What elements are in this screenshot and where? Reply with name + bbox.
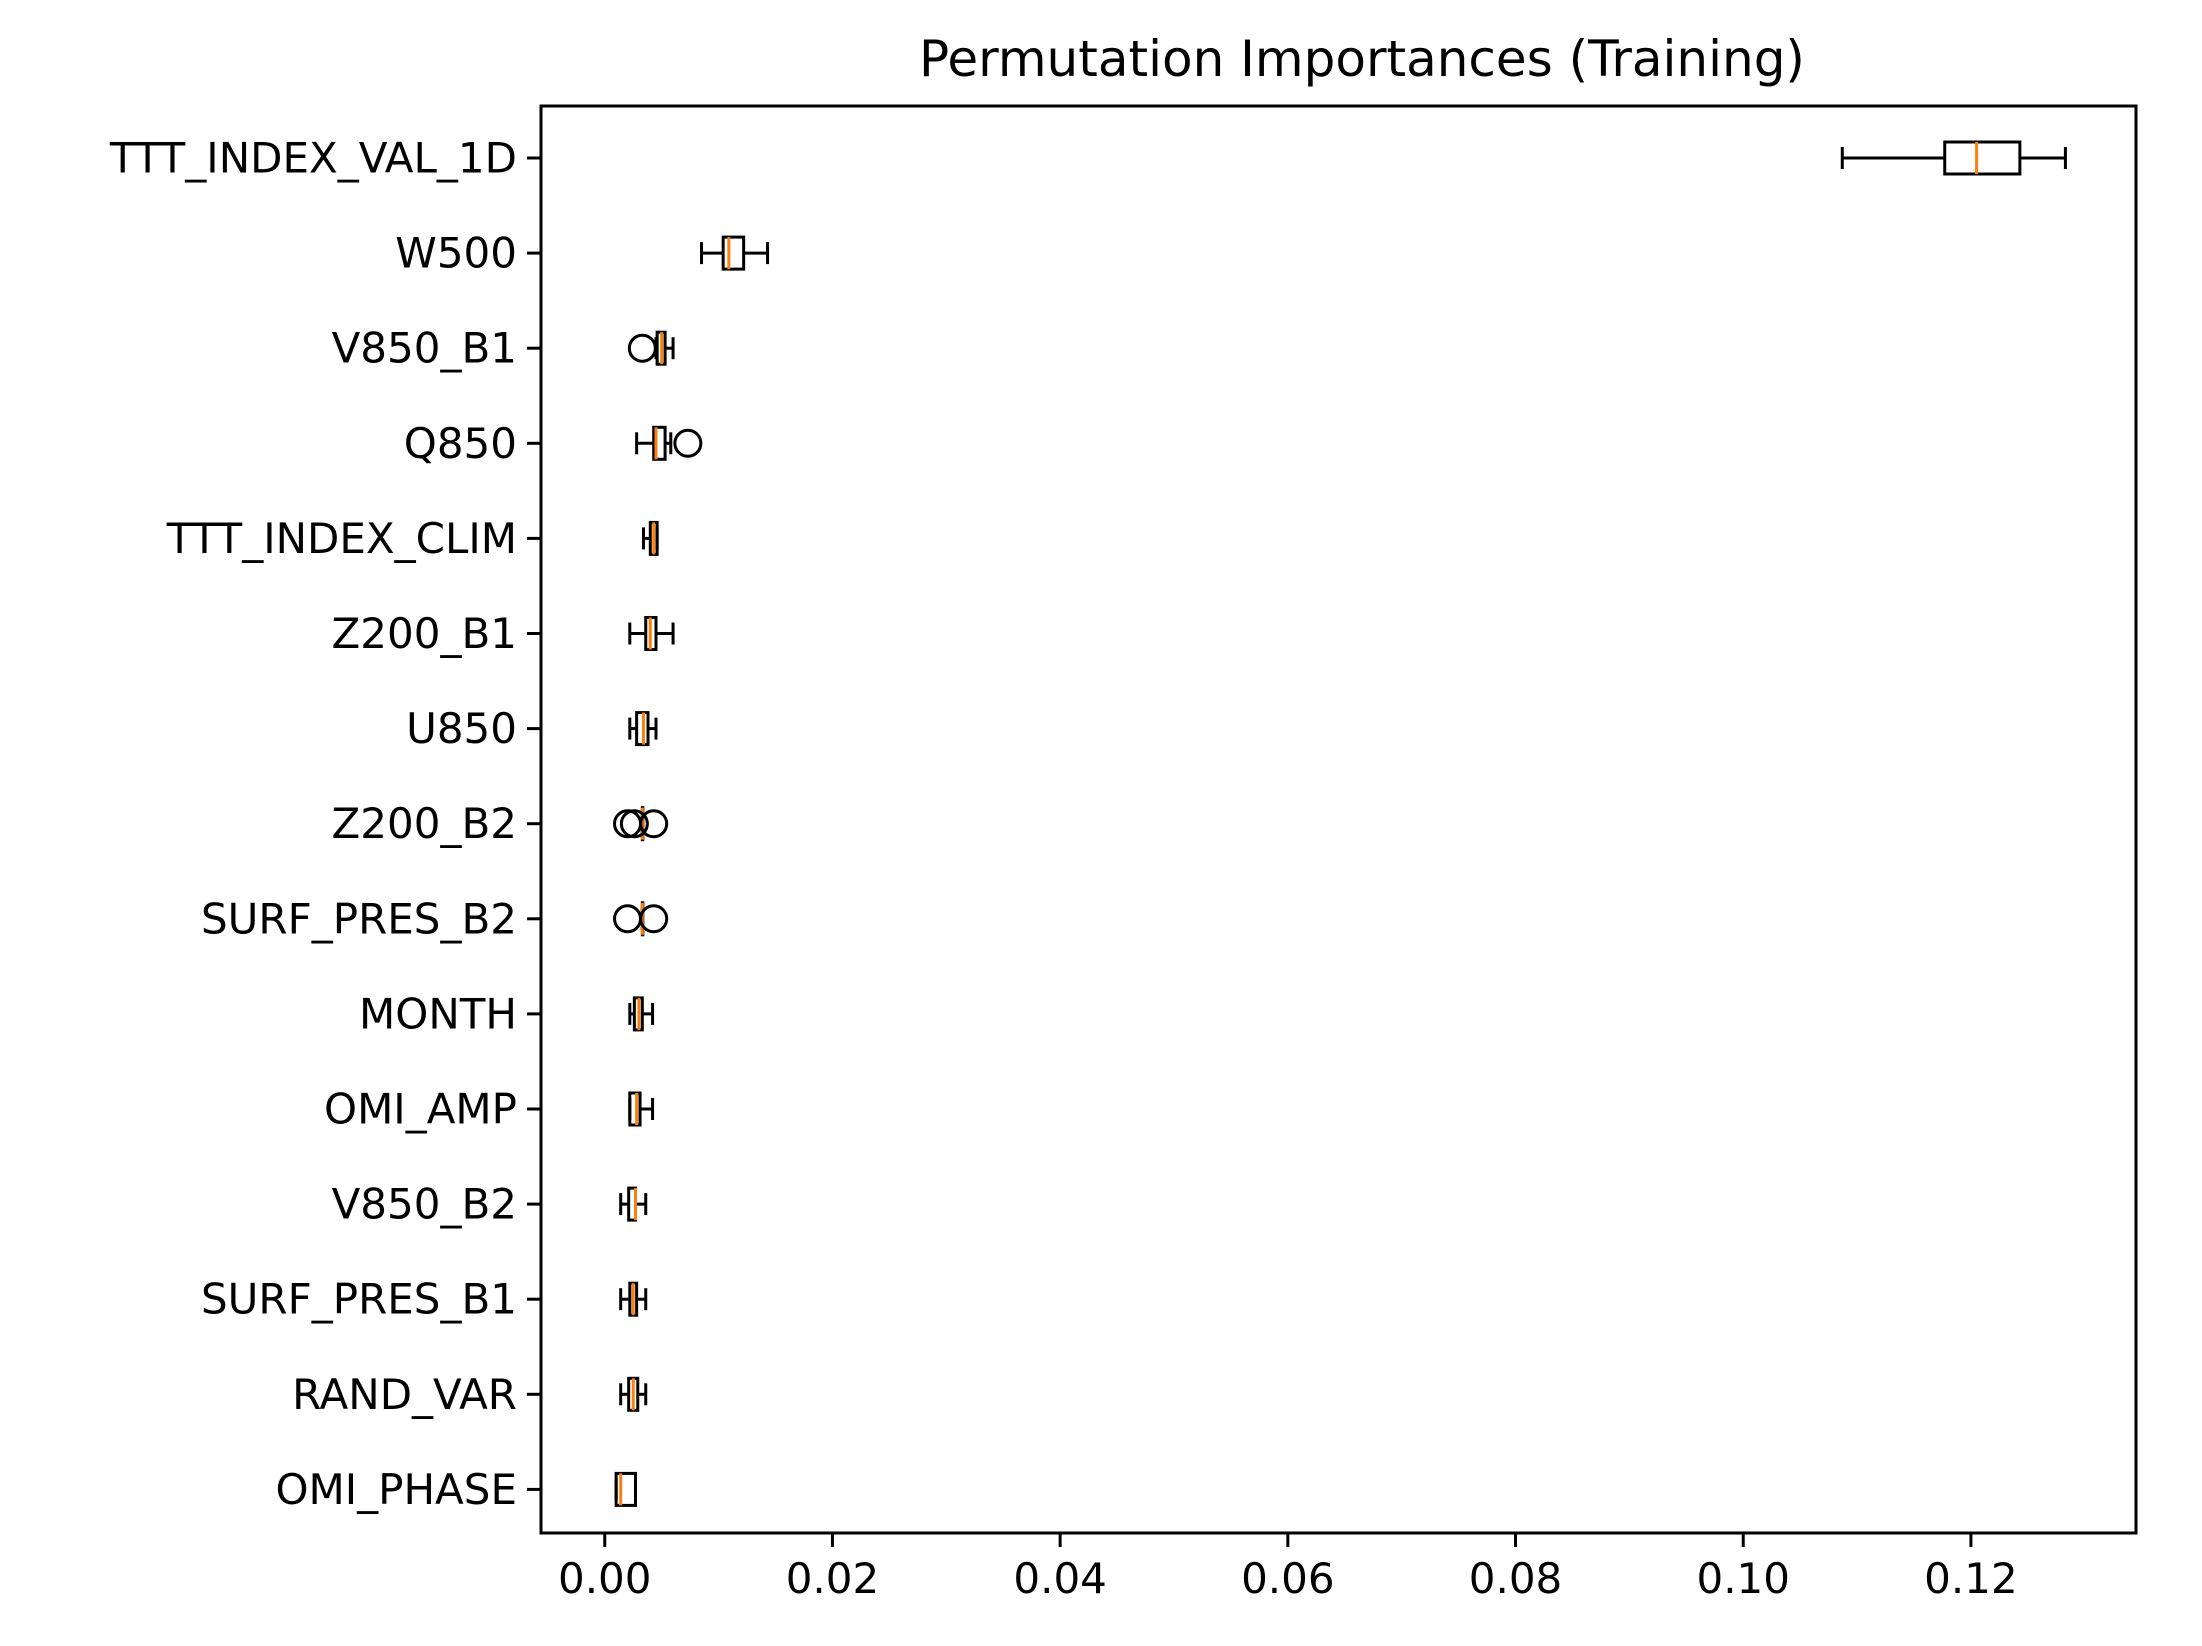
box-ttt-index-clim [641, 520, 659, 556]
y-tick-label: V850_B1 [332, 324, 517, 373]
box-q850 [635, 425, 703, 461]
y-tick-label: TTT_INDEX_CLIM [166, 514, 517, 563]
box-v850-b2 [619, 1186, 648, 1222]
y-tick-label: RAND_VAR [292, 1370, 517, 1419]
y-tick-label: Z200_B2 [332, 799, 517, 848]
y-axis: TTT_INDEX_VAL_1D W500 V850_B1 Q850 TTT_INDEX… [109, 134, 541, 1514]
box-surf-pres-b1 [619, 1281, 648, 1317]
box-rand-var [619, 1376, 648, 1412]
iqr-box [628, 1091, 642, 1127]
x-tick-label: 0.06 [1241, 1554, 1335, 1603]
y-tick-label: TTT_INDEX_VAL_1D [109, 134, 517, 183]
y-tick-label: U850 [406, 704, 517, 753]
box-month [628, 996, 655, 1032]
box-surf-pres-b2 [613, 901, 669, 937]
outlier-point [639, 904, 669, 934]
box-z200-b1 [628, 616, 675, 651]
y-tick-label: Q850 [404, 419, 517, 468]
y-tick-label: Z200_B1 [332, 609, 517, 658]
plot-frame [539, 104, 2138, 1535]
y-tick-label: MONTH [359, 989, 517, 1038]
x-tick-label: 0.12 [1924, 1554, 2018, 1603]
x-tick-label: 0.08 [1469, 1554, 1563, 1603]
y-tick-label: SURF_PRES_B1 [201, 1275, 517, 1324]
iqr-box [1943, 140, 2022, 176]
outlier-point [639, 809, 669, 839]
outlier-point [673, 428, 703, 458]
x-tick-label: 0.00 [558, 1554, 652, 1603]
box-omi-amp [628, 1091, 655, 1127]
x-axis: 0.00 0.02 0.04 0.06 0.08 0.10 0.12 [558, 1533, 2018, 1603]
iqr-box [652, 425, 667, 461]
y-tick-label: OMI_AMP [324, 1085, 517, 1134]
box-ttt-index-val-1d [1840, 140, 2067, 176]
box-v850-b1 [627, 330, 675, 366]
outlier-point [627, 333, 657, 363]
iqr-box [721, 235, 746, 271]
iqr-box [614, 1471, 637, 1507]
y-tick-label: SURF_PRES_B2 [201, 894, 517, 943]
box-u850 [628, 711, 658, 747]
x-tick-label: 0.10 [1696, 1554, 1790, 1603]
chart-title: Permutation Importances (Training) [919, 30, 1805, 88]
box-w500 [700, 235, 770, 271]
outlier-point [619, 809, 649, 839]
plot-area [613, 140, 2067, 1507]
y-tick-label: V850_B2 [332, 1180, 517, 1229]
box-z200-b2 [613, 806, 669, 842]
y-tick-label: W500 [395, 229, 517, 278]
x-tick-label: 0.02 [786, 1554, 880, 1603]
x-tick-label: 0.04 [1013, 1554, 1107, 1603]
box-omi-phase [614, 1471, 637, 1507]
y-tick-label: OMI_PHASE [275, 1465, 517, 1514]
